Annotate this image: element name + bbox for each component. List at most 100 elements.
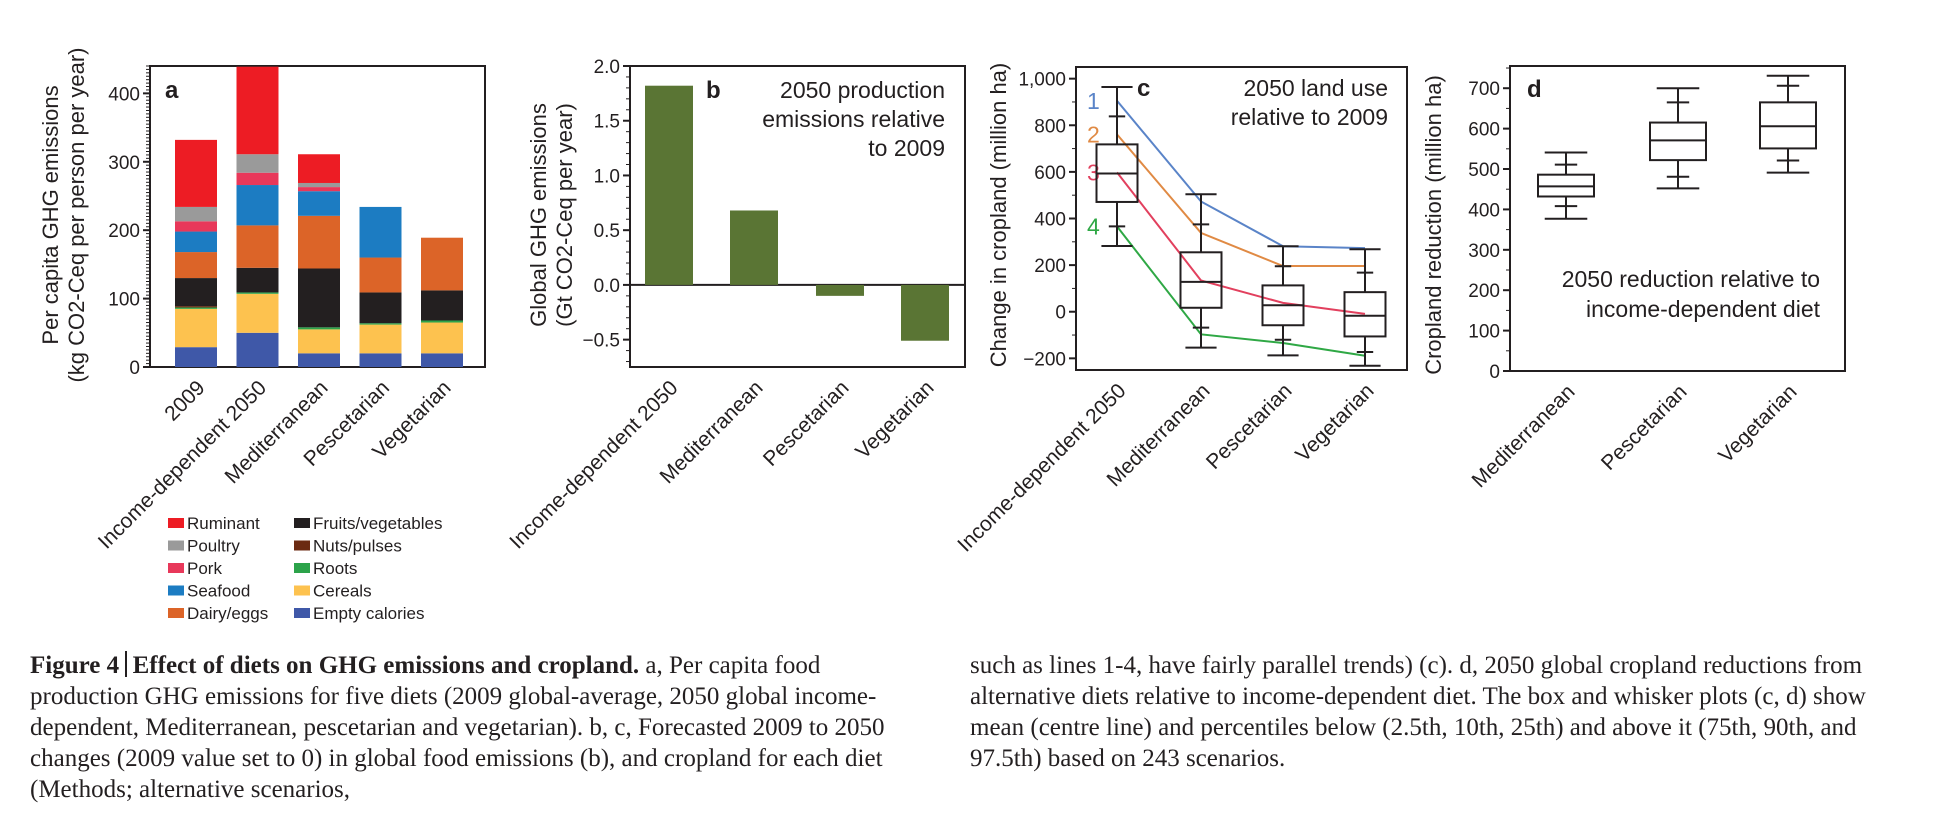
panel-c-annotation-line: relative to 2009: [1231, 104, 1388, 130]
legend-label: Empty calories: [313, 604, 424, 623]
bar-segment-empty-calories: [298, 353, 340, 367]
bar-segment-ruminant: [236, 66, 279, 155]
panel-b-letter: b: [706, 77, 721, 104]
panel-d-x-label: Mediterranean: [1468, 380, 1580, 492]
legend-label: Cereals: [313, 582, 372, 601]
panel-a-letter: a: [165, 77, 179, 104]
bar-segment-dairy-eggs: [298, 215, 340, 269]
bar-segment-empty-calories: [421, 353, 463, 367]
bar-segment-roots: [175, 307, 217, 309]
caption-separator: [125, 651, 127, 677]
panel-b-x-label: Vegetarian: [851, 376, 938, 463]
bar-segment-empty-calories: [236, 332, 279, 367]
figure-caption-left: Figure 4 Effect of diets on GHG emissions…: [30, 650, 930, 805]
panel-c-box: [1095, 86, 1139, 248]
bar-segment-dairy-eggs: [421, 237, 463, 291]
panel-d-frame: [1509, 65, 1846, 372]
legend-label: Seafood: [187, 582, 250, 601]
panel-a-x-label: 2009: [160, 376, 209, 425]
bar-segment-seafood: [298, 191, 340, 216]
panel-b-y-label-line1: Global GHG emissions: [526, 103, 551, 327]
panel-a-bars: [175, 66, 463, 367]
figure-caption-right: such as lines 1-4, have fairly parallel …: [970, 650, 1870, 774]
bar-segment-pork: [175, 221, 217, 232]
panel-b-y-tick-label: −0.5: [582, 331, 620, 352]
caption-title: Effect of diets on GHG emissions and cro…: [132, 652, 640, 679]
bar-segment-ruminant: [175, 139, 217, 207]
panel-c-y-axis-label: Change in cropland (million ha): [986, 63, 1011, 368]
panel-b-y-tick-label: 0.5: [594, 221, 620, 242]
bar-segment-fruits-vegetables: [298, 268, 340, 328]
bar-segment-dairy-eggs: [175, 252, 217, 279]
panel-c-y-tick-label: 1,000: [1018, 70, 1066, 91]
bar-segment-poultry: [236, 154, 279, 173]
panel-d-x-axis-labels: Mediterranean Pescetarian Vegetarian: [1468, 380, 1802, 492]
panel-c-y-tick-label: 400: [1034, 210, 1066, 231]
panel-b-x-axis-labels: Income-dependent 2050MediterraneanPescet…: [505, 376, 938, 553]
panel-a-y-label-line1: Per capita GHG emissions: [38, 85, 63, 344]
panel-a-y-label-line2: (kg CO2-Ceq per person per year): [64, 47, 89, 382]
legend-swatch-seafood: [168, 585, 184, 596]
panel-d-box: [1537, 151, 1595, 220]
panel-d-x-label: Pescetarian: [1597, 380, 1692, 475]
panel-c-x-label: Pescetarian: [1202, 379, 1297, 474]
panel-a-legend: Ruminant Poultry Pork Seafood Dairy/eggs Frui…: [168, 514, 442, 623]
bar-segment-nuts-pulses: [175, 306, 217, 308]
legend-label: Fruits/vegetables: [313, 514, 442, 533]
box-iqr: [1649, 121, 1707, 162]
panel-a-y-axis: 0 100 200 300 400: [108, 65, 150, 379]
panel-c-y-tick-label: 600: [1034, 163, 1066, 184]
bar-segment-fruits-vegetables: [359, 292, 402, 324]
panel-d-annotation-line: income-dependent diet: [1586, 296, 1821, 322]
panel-c-y-label: Change in cropland (million ha): [986, 63, 1011, 368]
panel-d-y-tick-label: 700: [1468, 79, 1500, 100]
panel-d-y-tick-label: 200: [1468, 281, 1500, 302]
panel-c-box: [1179, 193, 1223, 349]
panel-d-box: [1759, 74, 1817, 174]
panel-d-y-tick-label: 500: [1468, 160, 1500, 181]
bar-segment-poultry: [298, 182, 340, 188]
bar-segment-seafood: [175, 231, 217, 253]
panel-b-y-tick-label: 0.0: [594, 276, 620, 297]
scenario-line-label: 1: [1087, 88, 1100, 114]
legend-swatch-cereals: [294, 585, 310, 596]
panel-d-y-label: Cropland reduction (million ha): [1421, 75, 1446, 375]
legend-swatch-empty-calories: [294, 608, 310, 618]
bar-segment-pork: [236, 172, 279, 186]
panel-b-y-axis-label: Global GHG emissions (Gt CO2-Ceq per year…: [526, 103, 577, 327]
caption-figure-label: Figure 4: [30, 652, 120, 679]
panel-d-annotation-line: 2050 reduction relative to: [1562, 266, 1820, 292]
panel-d-y-tick-label: 400: [1468, 200, 1500, 221]
bar-segment-roots: [421, 320, 463, 323]
legend-label: Nuts/pulses: [313, 537, 402, 556]
panel-b-y-axis: −0.5 0.0 0.5 1.0 1.5 2.0: [582, 57, 630, 363]
panel-a-stacked-bar-chart: a Per capita GHG emissions (kg CO2-Ceq pe…: [38, 47, 486, 623]
panel-c-boxes: [1095, 86, 1387, 367]
panel-b-frame: [629, 65, 966, 368]
caption-left-text: a, Per capita food production GHG emissi…: [30, 652, 885, 803]
legend-swatch-ruminant: [168, 518, 184, 528]
scenario-line-2: [1116, 133, 1365, 268]
panel-b-y-tick-label: 1.5: [594, 112, 620, 133]
panel-c-annotation-line: 2050 land use: [1243, 75, 1388, 101]
bar-segment-dairy-eggs: [236, 225, 279, 268]
legend-swatch-nuts-pulses: [294, 540, 310, 551]
panel-d-x-label: Vegetarian: [1714, 380, 1801, 467]
panel-d-box-plot: d 2050 reduction relative to income-depen…: [1421, 65, 1846, 492]
caption-right-text: such as lines 1-4, have fairly parallel …: [970, 652, 1866, 772]
panel-c-letter: c: [1137, 75, 1150, 102]
panel-c-x-label: Income-dependent 2050: [953, 379, 1130, 556]
legend-label: Roots: [313, 559, 357, 578]
panel-b-annotation-line: emissions relative: [762, 106, 945, 132]
panel-b-bar: [730, 210, 778, 285]
legend-swatch-fruits-vegetables: [294, 518, 310, 528]
panel-d-y-tick-label: 0: [1489, 362, 1500, 383]
bar-segment-roots: [359, 323, 402, 325]
legend-label: Poultry: [187, 537, 240, 556]
panel-b-bar-chart: b 2050 production emissions relative to 20…: [505, 57, 966, 554]
panel-d-y-tick-label: 300: [1468, 241, 1500, 262]
panel-b-y-tick-label: 1.0: [594, 166, 620, 187]
panel-b-bars: [630, 85, 965, 341]
bar-segment-dairy-eggs: [359, 257, 402, 293]
scenario-line-label: 2: [1087, 121, 1100, 147]
